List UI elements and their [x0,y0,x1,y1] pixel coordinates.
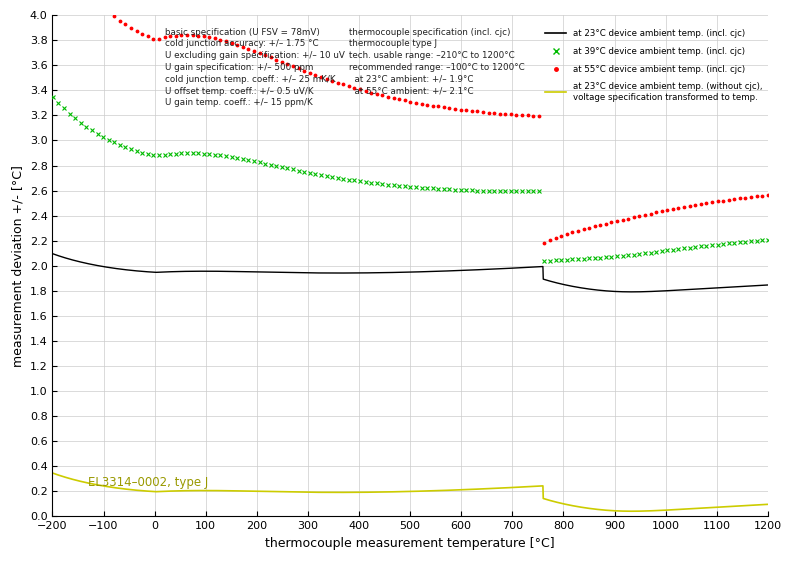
Y-axis label: measurement deviation +/- [°C]: measurement deviation +/- [°C] [11,165,24,367]
Text: EL3314–0002, type J: EL3314–0002, type J [88,476,209,489]
Text: thermocouple specification (incl. cjc)
thermocouple type J
tech. usable range: –: thermocouple specification (incl. cjc) t… [349,27,525,95]
X-axis label: thermocouple measurement temperature [°C]: thermocouple measurement temperature [°C… [266,537,555,550]
Text: basic specification (U FSV = 78mV)
cold junction accuracy: +/– 1.75 °C
U excludi: basic specification (U FSV = 78mV) cold … [165,27,345,108]
Legend: at 23°C device ambient temp. (incl. cjc), at 39°C device ambient temp. (incl. cj: at 23°C device ambient temp. (incl. cjc)… [545,29,763,102]
